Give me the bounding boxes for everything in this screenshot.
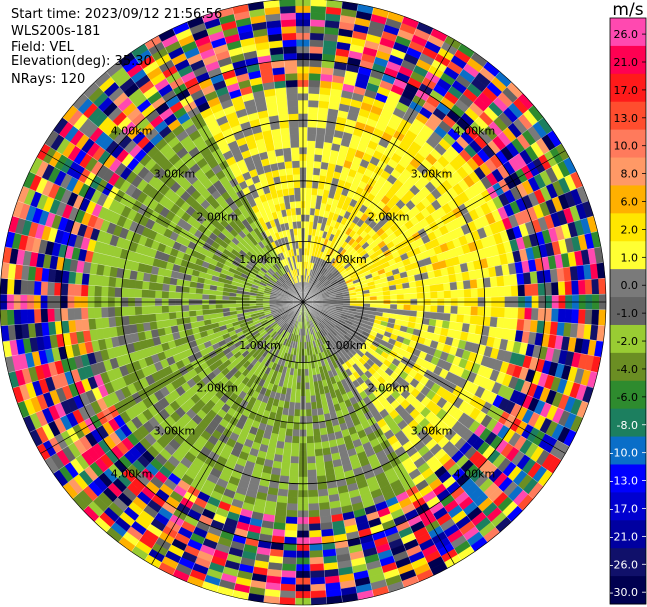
ray-separator	[302, 16, 405, 303]
ray-separator	[302, 130, 553, 303]
ray-separator	[302, 157, 570, 303]
ray-separator	[302, 11, 390, 303]
ray-separator	[302, 1, 343, 303]
ray-separator	[302, 143, 562, 303]
ray-separator	[302, 231, 598, 303]
ray-separator	[302, 262, 604, 303]
ray-separator	[302, 4, 359, 303]
ray-separator	[302, 171, 577, 303]
ray-separator	[302, 71, 500, 303]
ray-separator	[302, 301, 604, 342]
ray-separator	[302, 82, 512, 303]
ray-separator	[302, 0, 312, 303]
ray-separator	[302, 200, 589, 303]
ray-separator	[302, 301, 606, 311]
ray-separator	[302, 35, 448, 303]
ray-separator	[302, 215, 594, 303]
ray-separator	[302, 277, 606, 303]
ray-separator	[302, 7, 374, 303]
ray-separator	[302, 61, 488, 303]
ray-separator	[302, 52, 475, 303]
ray-separator	[302, 246, 601, 303]
ray-separator	[302, 22, 420, 303]
ray-separator	[302, 43, 462, 303]
ray-separator	[302, 117, 544, 303]
ray-separator	[302, 105, 534, 303]
ray-separator	[302, 0, 328, 303]
ppi-rays	[0, 0, 607, 606]
ray-separator	[302, 28, 434, 303]
ray-separator	[302, 185, 583, 303]
ray-separator	[302, 93, 523, 303]
ray-separator	[302, 293, 606, 303]
ray-separator	[302, 301, 606, 327]
